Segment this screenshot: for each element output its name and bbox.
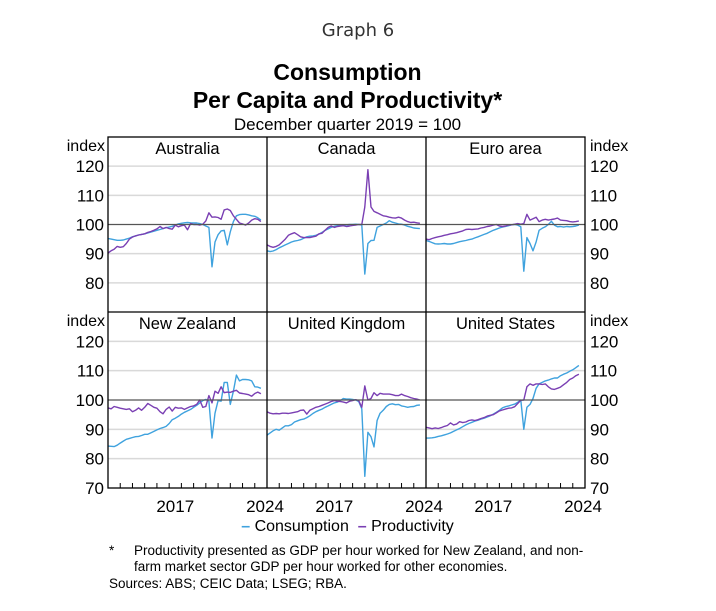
series-consumption-united-states bbox=[426, 364, 580, 439]
y-tick-label-right: 120 bbox=[590, 157, 618, 176]
x-tick-label: 2024 bbox=[405, 497, 443, 516]
y-tick-label-left: 110 bbox=[77, 186, 104, 205]
y-tick-label-left: 120 bbox=[76, 157, 104, 176]
y-axis-unit-right: index bbox=[590, 138, 628, 155]
series-productivity-new-zealand bbox=[107, 386, 262, 415]
series-consumption-euro-area bbox=[425, 220, 580, 272]
x-tick-label: 2017 bbox=[474, 497, 512, 516]
y-tick-label-right: 120 bbox=[590, 332, 618, 351]
series-productivity-united-kingdom bbox=[266, 385, 421, 415]
panel-title: New Zealand bbox=[139, 315, 236, 333]
series-productivity-united-states bbox=[425, 373, 580, 430]
y-tick-label-right: 100 bbox=[590, 216, 618, 235]
chart-title-line1: Consumption bbox=[273, 59, 422, 85]
x-tick-label: 2024 bbox=[246, 497, 284, 516]
y-tick-label-left: 100 bbox=[76, 391, 104, 410]
y-tick-label-right: 80 bbox=[590, 450, 609, 469]
series-consumption-new-zealand bbox=[107, 374, 262, 448]
chart-subtitle: December quarter 2019 = 100 bbox=[233, 115, 462, 134]
x-tick-label: 2024 bbox=[564, 497, 602, 516]
chart-title-line2: Per Capita and Productivity* bbox=[192, 87, 503, 113]
y-tick-label-left: 80 bbox=[85, 450, 104, 469]
series-productivity-canada bbox=[266, 168, 421, 249]
y-tick-label-right: 110 bbox=[590, 362, 617, 381]
legend: – Consumption – Productivity bbox=[0, 518, 695, 536]
panel-title: United States bbox=[456, 315, 555, 333]
series-consumption-united-kingdom bbox=[266, 397, 420, 477]
y-tick-label-left: 70 bbox=[85, 479, 104, 498]
y-tick-label-left: 80 bbox=[85, 274, 104, 293]
footnote-marker: * bbox=[109, 543, 115, 558]
y-tick-label-left: 90 bbox=[85, 420, 104, 439]
y-tick-label-right: 90 bbox=[590, 420, 609, 439]
footnote-text: Productivity presented as GDP per hour w… bbox=[134, 543, 584, 574]
series-consumption-canada bbox=[266, 219, 420, 275]
y-tick-label-left: 100 bbox=[76, 216, 104, 235]
y-tick-label-left: 90 bbox=[85, 245, 104, 264]
y-tick-label-right: 70 bbox=[590, 479, 609, 498]
series-productivity-euro-area bbox=[425, 213, 580, 241]
sources-note: Sources: ABS; CEIC Data; LSEG; RBA. bbox=[109, 576, 347, 591]
y-tick-label-left: 120 bbox=[76, 332, 104, 351]
panel-title: Australia bbox=[155, 140, 220, 158]
legend-productivity-label: Productivity bbox=[371, 518, 454, 535]
y-axis-unit-right: index bbox=[590, 313, 628, 330]
panel-title: United Kingdom bbox=[288, 315, 405, 333]
x-tick-label: 2017 bbox=[156, 497, 194, 516]
graph-number-label: Graph 6 bbox=[321, 20, 395, 41]
panel-title: Canada bbox=[318, 140, 377, 158]
panel-title: Euro area bbox=[469, 140, 542, 158]
y-tick-label-left: 110 bbox=[77, 362, 104, 381]
y-tick-label-right: 80 bbox=[590, 274, 609, 293]
y-tick-label-right: 110 bbox=[590, 186, 617, 205]
x-tick-label: 2017 bbox=[315, 497, 353, 516]
y-axis-unit-left: index bbox=[67, 313, 105, 330]
legend-consumption-label: Consumption bbox=[254, 518, 349, 535]
y-axis-unit-left: index bbox=[67, 138, 105, 155]
y-tick-label-right: 90 bbox=[590, 245, 609, 264]
y-tick-label-right: 100 bbox=[590, 391, 618, 410]
legend-consumption-swatch: – bbox=[241, 518, 251, 535]
legend-productivity-swatch: – bbox=[353, 518, 367, 535]
